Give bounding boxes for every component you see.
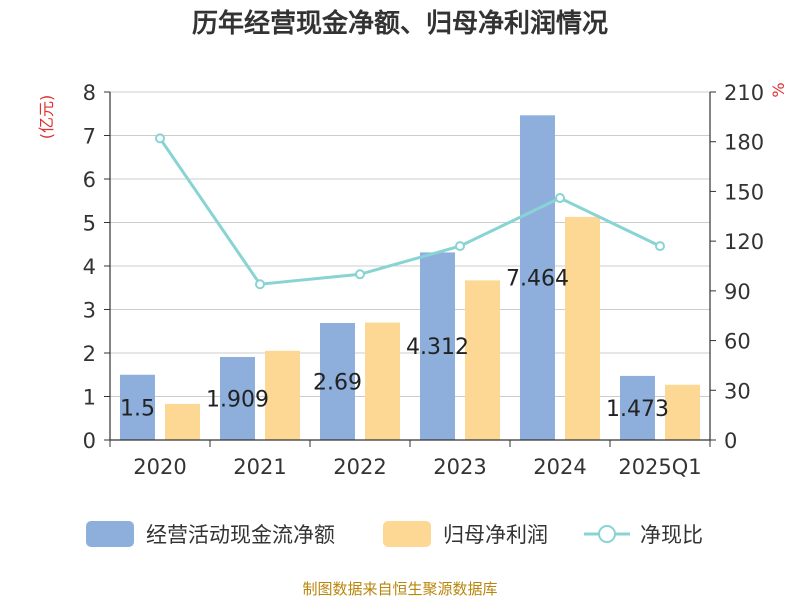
grid-lines <box>110 91 710 397</box>
chart-title: 历年经营现金净额、归母净利润情况 <box>191 9 608 39</box>
ratio-line <box>155 133 665 290</box>
x-tick-label: 2023 <box>433 455 486 479</box>
right-tick-label: 180 <box>724 131 764 155</box>
bar-data-label: 1.473 <box>606 397 669 422</box>
bar-cashflow <box>620 375 655 440</box>
right-tick-label: 150 <box>724 180 764 204</box>
legend-swatch-cashflow <box>86 521 134 547</box>
left-tick-label: 1 <box>83 386 96 410</box>
ratio-point <box>155 133 165 144</box>
left-tick-label: 2 <box>83 342 96 366</box>
bar-netprofit <box>565 216 600 440</box>
left-tick-label: 7 <box>83 125 96 149</box>
x-tick-label: 2020 <box>133 455 186 479</box>
bar-data-label: 4.312 <box>406 335 469 360</box>
bar-netprofit <box>165 403 200 440</box>
left-tick-label: 6 <box>83 168 96 192</box>
legend: 经营活动现金流净额 归母净利润 净现比 <box>86 521 703 547</box>
left-tick-label: 4 <box>83 255 96 279</box>
ratio-point <box>655 241 665 252</box>
data-labels: 1.5 1.909 2.69 4.312 7.464 1.473 <box>120 267 669 422</box>
right-tick-label: 30 <box>724 379 751 403</box>
ratio-point <box>255 279 265 290</box>
bar-netprofit <box>665 384 700 440</box>
legend-label-ratio: 净现比 <box>640 523 703 547</box>
left-axis-unit: (亿元) <box>37 95 56 140</box>
right-tick-label: 90 <box>724 280 751 304</box>
axes: 0 1 2 3 4 5 6 7 8 0 30 60 90 120 150 180 210 (亿元)% 2020 202… <box>37 81 788 479</box>
source-note: 制图数据来自恒生聚源数据库 <box>302 580 498 598</box>
bar-cashflow <box>520 115 555 440</box>
right-tick-label: 120 <box>724 230 764 254</box>
x-tick-label: 2021 <box>233 455 286 479</box>
bar-data-label: 2.69 <box>313 370 362 395</box>
legend-swatch-netprofit <box>383 521 431 547</box>
legend-marker-ratio <box>598 525 616 543</box>
right-tick-label: 210 <box>724 81 764 105</box>
legend-label-cashflow: 经营活动现金流净额 <box>146 523 335 547</box>
left-tick-label: 3 <box>83 299 96 323</box>
legend-label-netprofit: 归母净利润 <box>443 523 548 547</box>
bars <box>120 115 700 440</box>
right-tick-label: 0 <box>724 429 737 453</box>
right-tick-label: 60 <box>724 330 751 354</box>
x-tick-label: 2025Q1 <box>618 455 701 479</box>
bar-data-label: 7.464 <box>506 267 569 292</box>
ratio-point <box>555 193 565 204</box>
bar-netprofit <box>465 280 500 440</box>
left-tick-label: 0 <box>83 429 96 453</box>
bar-netprofit <box>365 322 400 440</box>
bar-netprofit <box>265 350 300 440</box>
bar-cashflow <box>320 322 355 440</box>
bar-cashflow <box>220 356 255 440</box>
x-tick-label: 2022 <box>333 455 386 479</box>
ratio-point <box>355 269 365 280</box>
left-tick-label: 8 <box>83 81 96 105</box>
left-tick-label: 5 <box>83 212 96 236</box>
bar-data-label: 1.5 <box>120 396 155 421</box>
bar-data-label: 1.909 <box>206 387 269 412</box>
right-axis-unit: % <box>769 82 788 97</box>
bar-cashflow <box>120 374 155 440</box>
ratio-point <box>455 241 465 252</box>
x-tick-label: 2024 <box>533 455 586 479</box>
bar-cashflow <box>420 252 455 440</box>
ratio-line-path <box>158 137 661 286</box>
